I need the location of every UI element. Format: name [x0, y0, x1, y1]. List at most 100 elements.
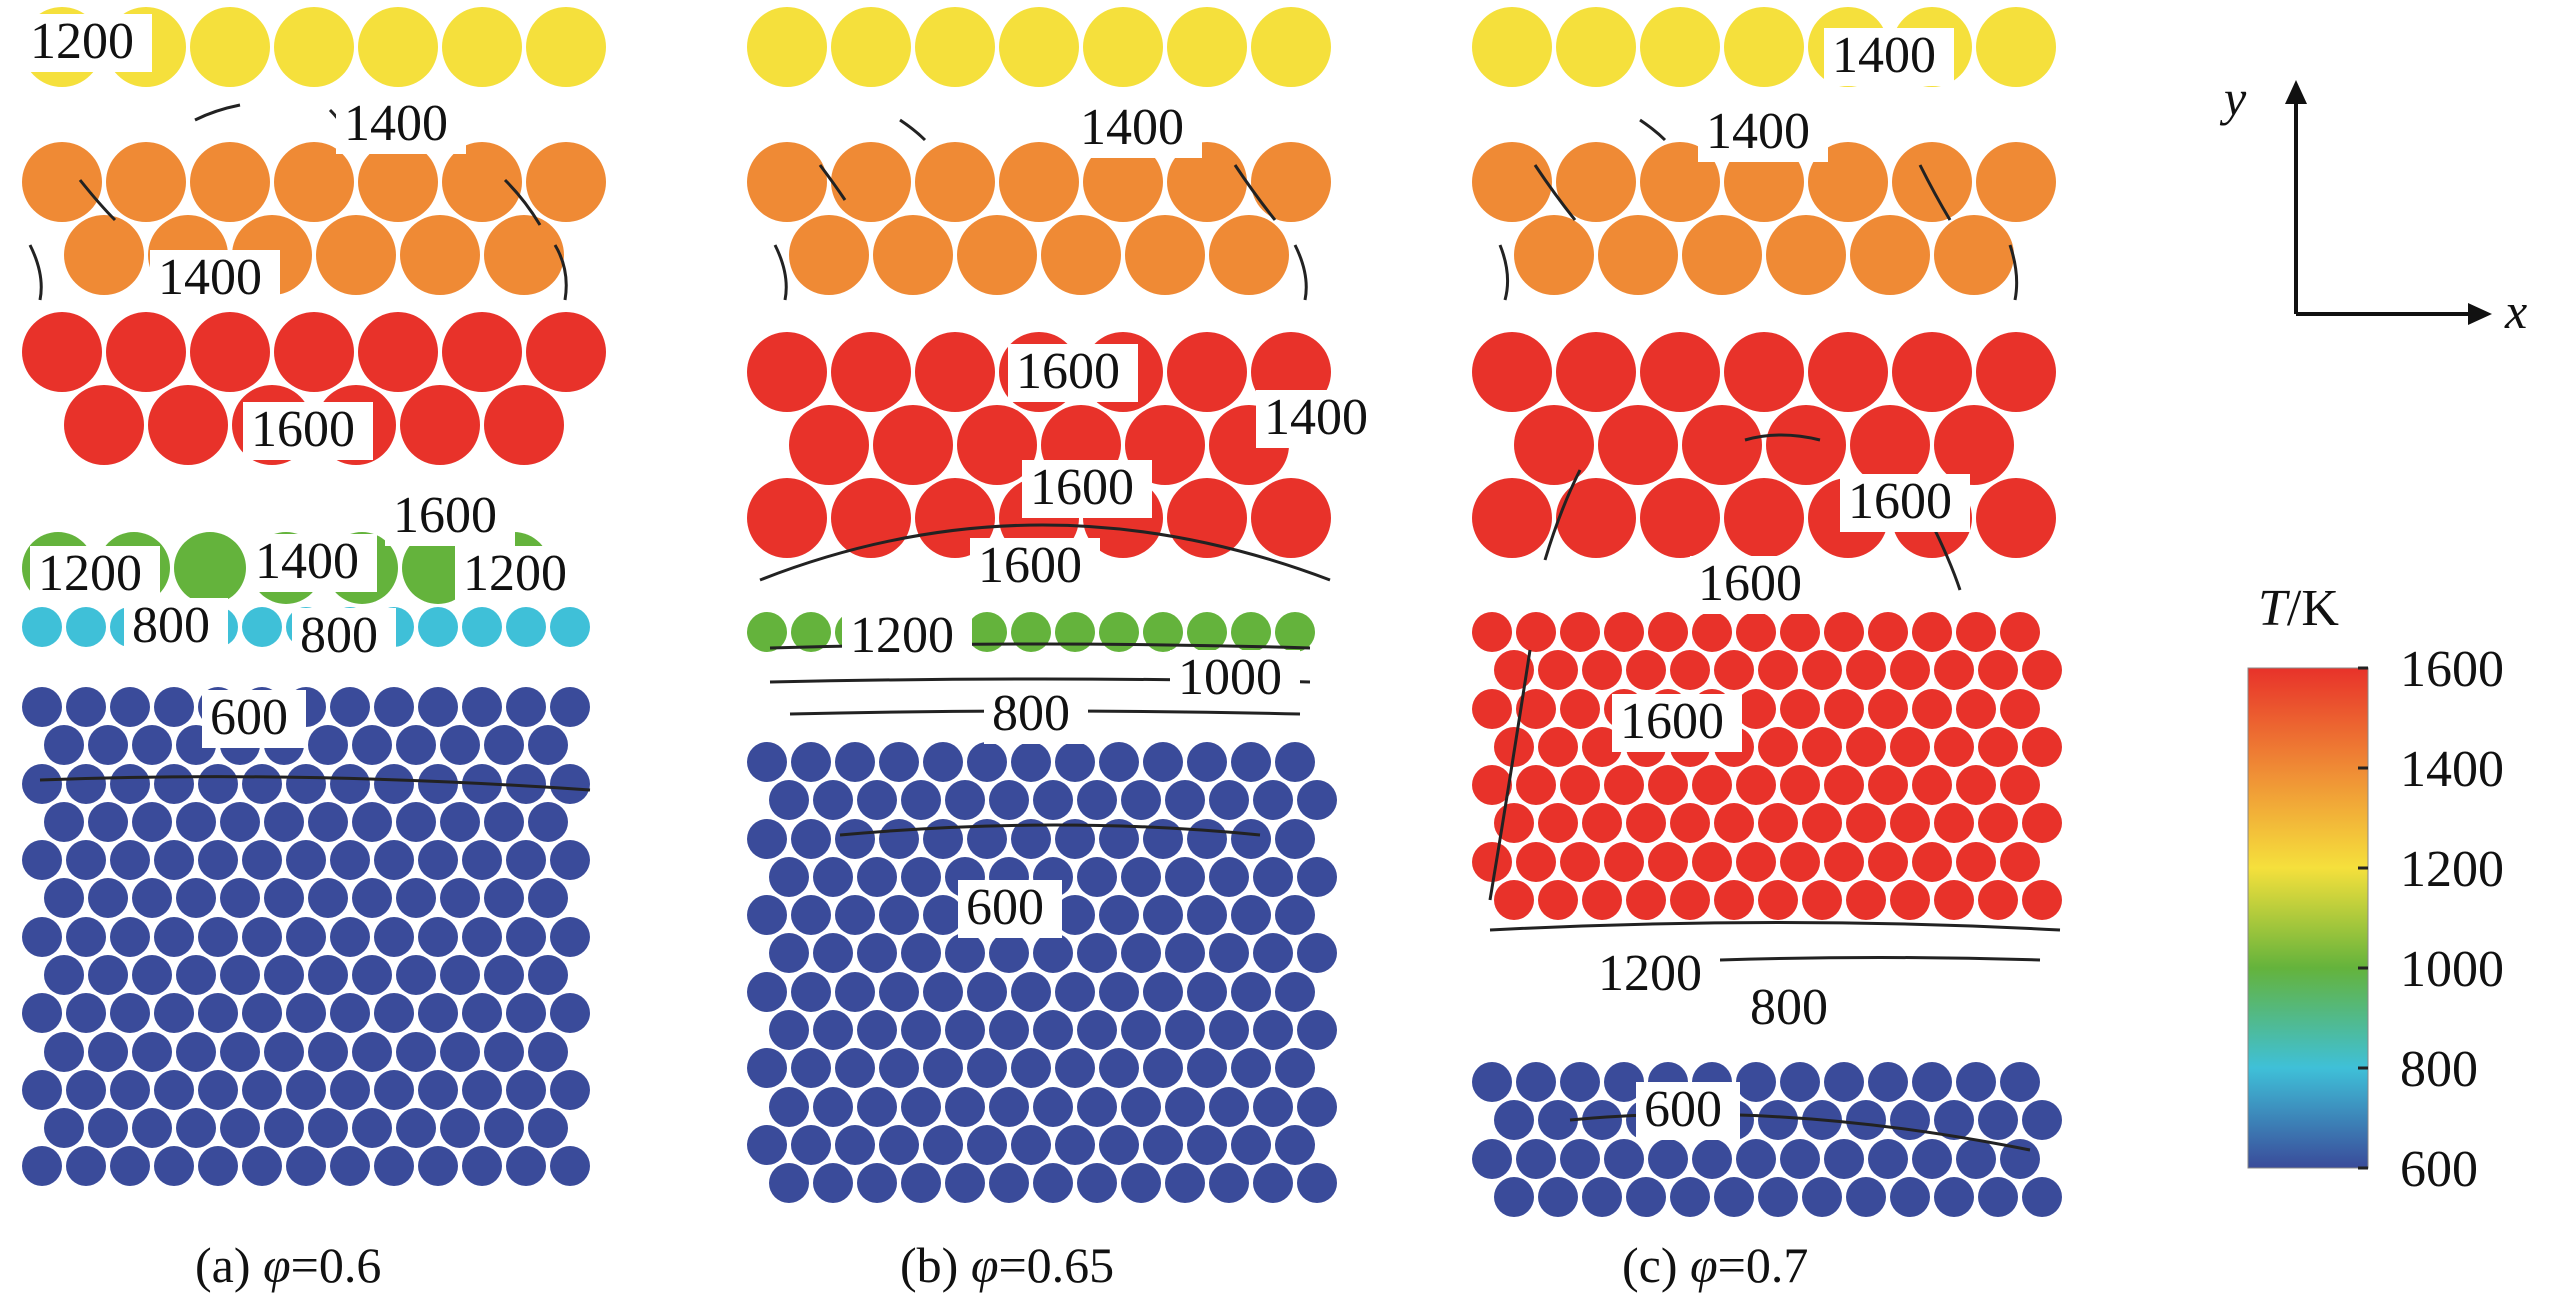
y-arrowhead-icon — [2285, 80, 2307, 104]
particle — [1143, 1125, 1183, 1165]
particle — [1598, 215, 1678, 295]
contour-label-a-8: 1200 — [463, 545, 567, 602]
particle — [176, 1108, 216, 1148]
particle — [1766, 215, 1846, 295]
particle — [418, 607, 458, 647]
particle — [1890, 803, 1930, 843]
particle — [440, 1032, 480, 1072]
particle — [1041, 215, 1121, 295]
particle — [835, 819, 875, 859]
particle — [901, 933, 941, 973]
particle — [44, 955, 84, 995]
particle — [747, 142, 827, 222]
particle — [835, 1048, 875, 1088]
particle — [440, 802, 480, 842]
colorbar-tick-label: 1200 — [2400, 841, 2504, 898]
particle — [286, 764, 326, 804]
particle — [66, 1146, 106, 1186]
particle — [442, 7, 522, 87]
particle — [66, 917, 106, 957]
particle — [1011, 742, 1051, 782]
particle — [1604, 612, 1644, 652]
particle — [1978, 880, 2018, 920]
particle — [374, 1146, 414, 1186]
particle — [418, 993, 458, 1033]
particle — [1978, 803, 2018, 843]
particle — [879, 972, 919, 1012]
particle — [989, 1010, 1029, 1050]
particle — [88, 725, 128, 765]
particle — [88, 802, 128, 842]
particle — [1297, 1010, 1337, 1050]
particle — [945, 780, 985, 820]
particle — [198, 764, 238, 804]
particle — [352, 1108, 392, 1148]
particle — [1934, 650, 1974, 690]
particle — [242, 764, 282, 804]
particle — [1758, 727, 1798, 767]
particle — [66, 993, 106, 1033]
particle — [747, 1048, 787, 1088]
particle — [957, 405, 1037, 485]
particle — [989, 780, 1029, 820]
colorbar-tick-label: 600 — [2400, 1141, 2478, 1198]
particle-array-b — [747, 7, 1337, 1203]
particle — [1956, 689, 1996, 729]
particle — [1538, 650, 1578, 690]
particle — [1868, 1062, 1908, 1102]
particle — [1275, 612, 1315, 652]
particle — [769, 857, 809, 897]
particle — [1209, 1163, 1249, 1203]
particle — [1780, 765, 1820, 805]
particle — [66, 764, 106, 804]
particle — [1099, 1048, 1139, 1088]
particle — [1714, 1177, 1754, 1217]
particle — [1670, 880, 1710, 920]
particle — [1846, 727, 1886, 767]
particle — [308, 878, 348, 918]
particle — [286, 1146, 326, 1186]
particle — [418, 687, 458, 727]
particle — [1011, 819, 1051, 859]
particle — [528, 1032, 568, 1072]
particle — [44, 802, 84, 842]
particle — [945, 1087, 985, 1127]
particle — [1055, 895, 1095, 935]
particle — [791, 819, 831, 859]
particle — [1275, 1048, 1315, 1088]
particle — [220, 955, 260, 995]
particle — [396, 725, 436, 765]
contour-label-a-2: 1400 — [344, 95, 448, 152]
particle — [1934, 803, 1974, 843]
particle — [400, 215, 480, 295]
particle — [484, 955, 524, 995]
particle — [1978, 1100, 2018, 1140]
particle — [1758, 1100, 1798, 1140]
particle — [1231, 895, 1271, 935]
particle — [1165, 1087, 1205, 1127]
particle — [1472, 612, 1512, 652]
particle — [22, 142, 102, 222]
particle — [528, 725, 568, 765]
particle — [1297, 1163, 1337, 1203]
particle — [484, 1032, 524, 1072]
particle — [110, 1146, 150, 1186]
particle — [791, 1125, 831, 1165]
particle — [132, 878, 172, 918]
particle — [440, 955, 480, 995]
particle — [747, 478, 827, 558]
particle — [1033, 780, 1073, 820]
particle — [2022, 880, 2062, 920]
particle — [358, 312, 438, 392]
particle — [879, 1125, 919, 1165]
particle — [1890, 1177, 1930, 1217]
particle — [1516, 689, 1556, 729]
particle — [1494, 1177, 1534, 1217]
particle — [1802, 1177, 1842, 1217]
particle — [813, 1087, 853, 1127]
contour-label-c-8: 600 — [1644, 1081, 1722, 1138]
particle — [1890, 650, 1930, 690]
particle — [789, 405, 869, 485]
particle — [2022, 1177, 2062, 1217]
particle — [176, 802, 216, 842]
